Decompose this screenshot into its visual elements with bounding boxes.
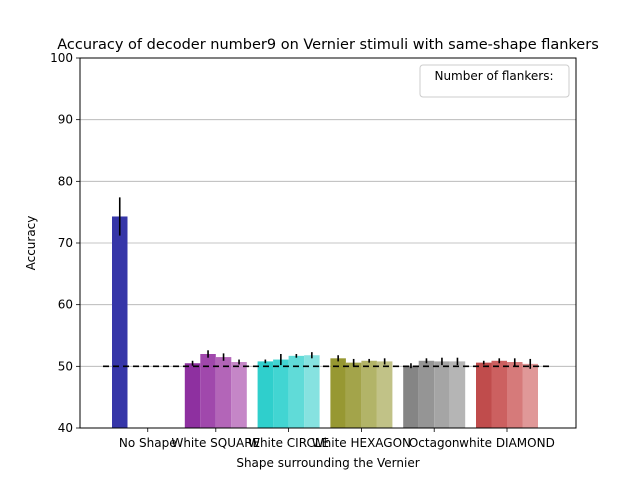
y-tick-label: 40 xyxy=(58,421,73,435)
x-tick-label: No Shape xyxy=(119,436,177,450)
bar xyxy=(449,361,466,428)
bar xyxy=(184,363,201,428)
y-tick-label: 100 xyxy=(50,51,73,65)
x-tick-label: White SQUARE xyxy=(171,436,260,450)
x-tick-label: White HEXAGON xyxy=(312,436,411,450)
bar xyxy=(491,360,507,428)
x-tick-label: White CIRCLE xyxy=(248,436,329,450)
bar xyxy=(507,362,523,428)
y-axis-label: Accuracy xyxy=(24,216,38,271)
bar xyxy=(376,361,393,428)
bar xyxy=(403,365,419,428)
y-axis: 40 50 60 70 80 90 100 xyxy=(50,51,80,435)
bar xyxy=(345,362,362,428)
chart-title: Accuracy of decoder number9 on Vernier s… xyxy=(57,37,599,53)
bar xyxy=(112,216,128,428)
y-tick-label: 80 xyxy=(58,174,73,188)
bar xyxy=(361,360,377,428)
bar xyxy=(288,355,305,428)
bar xyxy=(434,361,450,428)
bar xyxy=(215,357,232,428)
bar xyxy=(273,359,289,428)
bar xyxy=(257,361,274,428)
bar xyxy=(522,363,538,428)
bar xyxy=(304,355,320,428)
bar xyxy=(200,354,216,428)
error-bars xyxy=(118,197,532,369)
y-tick-label: 70 xyxy=(58,236,73,250)
y-tick-label: 50 xyxy=(58,359,73,373)
bars xyxy=(112,216,538,428)
y-tick-label: 90 xyxy=(58,113,73,127)
legend-title: Number of flankers: xyxy=(434,69,553,83)
x-axis-label: Shape surrounding the Vernier xyxy=(236,456,419,470)
bar xyxy=(418,360,435,428)
x-tick-label: white DIAMOND xyxy=(459,436,555,450)
legend-box xyxy=(419,64,570,98)
grid-lines xyxy=(80,119,576,367)
x-tick-label: Octagon xyxy=(409,436,460,450)
y-tick-label: 60 xyxy=(58,298,73,312)
legend: Number of flankers: xyxy=(419,64,570,98)
bar xyxy=(330,358,346,428)
bar xyxy=(231,362,247,428)
bar xyxy=(476,362,492,428)
